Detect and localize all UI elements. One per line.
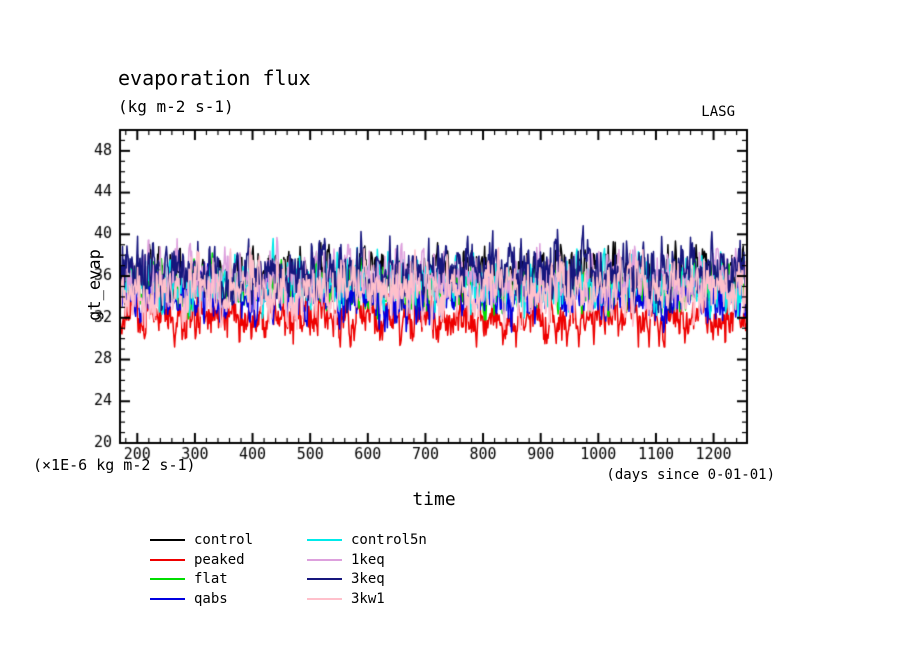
legend-item-flat: flat (150, 570, 228, 588)
legend-label-peaked: peaked (194, 552, 245, 568)
legend-label-flat: flat (194, 571, 228, 587)
legend-swatch-qabs (150, 598, 185, 600)
legend-item-3kw1: 3kw1 (307, 590, 385, 608)
legend-item-1keq: 1keq (307, 551, 385, 569)
legend-label-1keq: 1keq (351, 552, 385, 568)
y-units-annotation: (×1E-6 kg m-2 s-1) (33, 456, 196, 474)
legend-item-qabs: qabs (150, 590, 228, 608)
x-axis-title: time (412, 489, 456, 510)
legend-label-control: control (194, 532, 254, 548)
legend-item-peaked: peaked (150, 551, 245, 569)
legend-swatch-3kw1 (307, 598, 342, 600)
legend-item-3keq: 3keq (307, 570, 385, 588)
lasg-watermark: LASG (701, 104, 735, 120)
chart-title: evaporation flux (118, 66, 311, 90)
legend-item-control: control (150, 531, 253, 549)
legend-swatch-flat (150, 578, 185, 580)
chart-units-subtitle: (kg m-2 s-1) (118, 97, 234, 116)
legend-swatch-1keq (307, 559, 342, 561)
legend-label-control5n: control5n (351, 532, 427, 548)
legend-swatch-control5n (307, 539, 342, 541)
legend-label-3kw1: 3kw1 (351, 591, 385, 607)
legend-item-control5n: control5n (307, 531, 427, 549)
legend-swatch-control (150, 539, 185, 541)
legend-label-3keq: 3keq (351, 571, 385, 587)
legend-label-qabs: qabs (194, 591, 228, 607)
legend-swatch-peaked (150, 559, 185, 561)
y-axis-title: gt_evap (85, 249, 105, 321)
x-units-annotation: (days since 0-01-01) (606, 467, 775, 483)
legend-swatch-3keq (307, 578, 342, 580)
